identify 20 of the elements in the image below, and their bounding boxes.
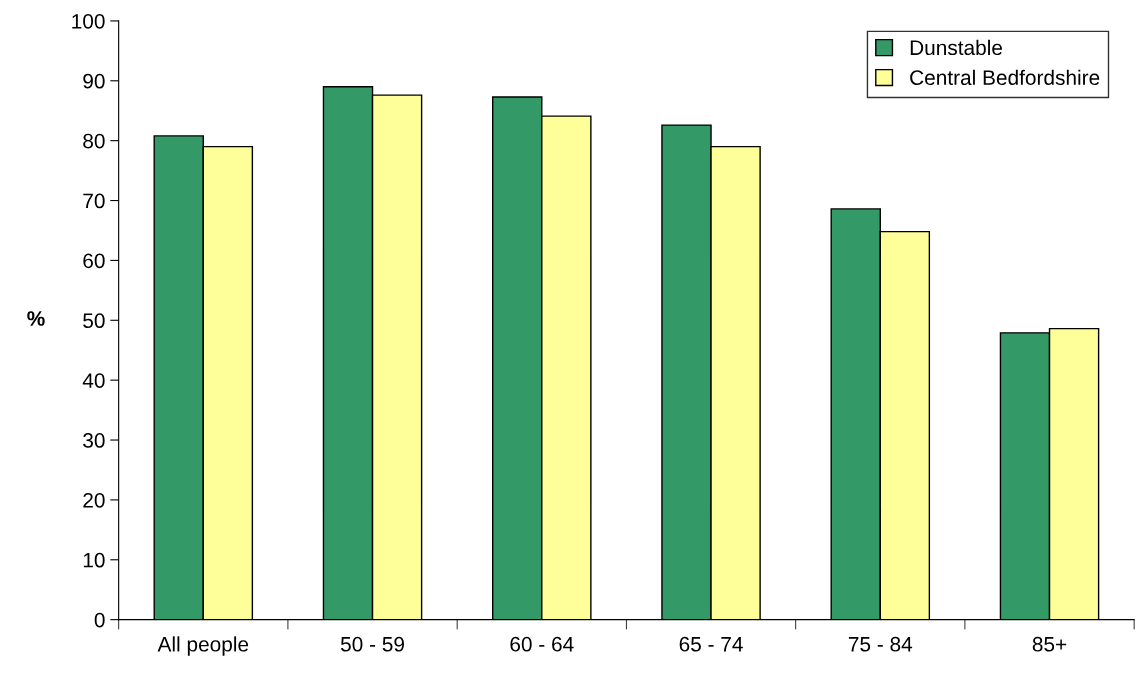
y-tick-label: 100 (72, 13, 105, 29)
y-tick-label: 30 (83, 433, 105, 448)
x-tick-label: All people (157, 636, 249, 656)
y-tick-label: 50 (83, 313, 105, 329)
y-tick-label: 90 (83, 73, 105, 89)
y-tick-label: 10 (83, 552, 105, 568)
y-axis-title: % (27, 311, 45, 326)
x-tick-label: 85+ (1032, 636, 1067, 652)
y-tick-label: 40 (82, 373, 105, 388)
legend-label: Dunstable (910, 39, 1002, 56)
x-tick-label: 60 - 64 (510, 636, 574, 652)
x-tick-label: 50 - 59 (340, 636, 404, 652)
y-tick-label: 80 (83, 133, 105, 149)
y-tick-label: 70 (83, 193, 105, 209)
y-tick-label: 20 (83, 492, 105, 508)
y-tick-label: 0 (94, 612, 105, 628)
x-tick-label: 65 - 74 (679, 636, 743, 652)
x-tick-label: 75 - 84 (848, 636, 913, 652)
legend-label: Central Bedfordshire (910, 69, 1100, 86)
y-tick-label: 60 (83, 253, 105, 269)
